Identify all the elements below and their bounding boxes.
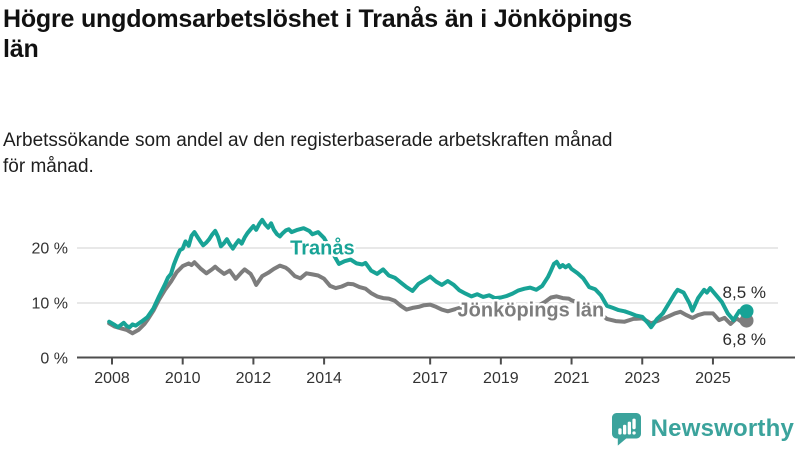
series-line-jonkopings-lan [107,260,749,336]
chart-subtitle: Arbetssökande som andel av den registerb… [3,128,783,180]
page-title-line-2: län [3,34,39,63]
newsworthy-chart-bubble-icon [611,413,641,446]
x-tick-label-2010: 2010 [165,370,201,387]
series-label-jonkopings-lan: Jönköpings län [458,300,605,322]
end-value-label-tranas: 8,5 % [723,283,766,302]
x-tick-label-2014: 2014 [306,370,342,387]
page-title: Högre ungdomsarbetslöshet i Tranås än i … [3,5,783,64]
x-tick-label-2012: 2012 [236,370,272,387]
x-tick-label-2008: 2008 [94,370,130,387]
chart-subtitle-line-1: Arbetssökande som andel av den registerb… [3,130,613,151]
bar-chart-glyph [617,418,636,435]
x-tick-label-2023: 2023 [624,370,660,387]
y-tick-label-20: 20 % [32,241,68,258]
x-tick-label-2025: 2025 [695,370,731,387]
y-tick-label-0: 0 % [40,351,68,368]
y-tick-label-10: 10 % [32,296,68,313]
series-line-tranas [107,217,749,330]
page-title-line-1: Högre ungdomsarbetslöshet i Tranås än i … [3,5,633,33]
brand-name: Newsworthy [650,415,794,442]
end-dot-tranas [739,304,754,319]
series-label-tranas: Tranås [290,237,354,260]
newsworthy-branding: Newsworthy [611,412,794,446]
chart-subtitle-line-2: för månad. [3,156,94,178]
x-tick-label-2021: 2021 [554,370,590,387]
end-value-label-jonkopings-lan: 6,8 % [723,330,766,349]
x-tick-label-2019: 2019 [483,370,519,387]
x-tick-label-2017: 2017 [412,370,448,387]
